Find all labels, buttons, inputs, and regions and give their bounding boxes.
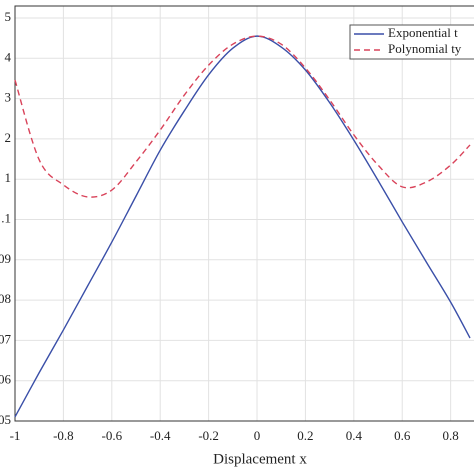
legend-box bbox=[349, 24, 474, 60]
y-tick-label: 4 bbox=[5, 49, 12, 64]
x-tick-label: -1 bbox=[10, 428, 21, 443]
x-tick-label: -0.6 bbox=[102, 428, 123, 443]
y-tick-label: 05 bbox=[0, 412, 11, 427]
x-tick-label: -0.8 bbox=[53, 428, 74, 443]
x-tick-label: 0.6 bbox=[394, 428, 411, 443]
series-line bbox=[14, 35, 471, 418]
y-tick-label: 08 bbox=[0, 291, 11, 306]
y-tick-label: .1 bbox=[1, 210, 11, 225]
y-tick-label: 06 bbox=[0, 372, 12, 387]
y-tick-label: 3 bbox=[5, 90, 12, 105]
x-tick-label: 0.4 bbox=[346, 428, 363, 443]
plot-frame bbox=[14, 5, 474, 422]
y-tick-label: 5 bbox=[5, 9, 12, 24]
series-line bbox=[14, 35, 471, 198]
legend-label: Polynomial ty bbox=[388, 41, 462, 56]
x-axis-label: Displacement x bbox=[213, 451, 307, 467]
y-tick-label: 09 bbox=[0, 251, 11, 266]
y-tick-label: 2 bbox=[5, 130, 12, 145]
y-tick-label: 1 bbox=[5, 170, 12, 185]
legend-label: Exponential t bbox=[388, 25, 458, 40]
x-tick-label: -0.4 bbox=[150, 428, 171, 443]
x-tick-label: 0.2 bbox=[297, 428, 313, 443]
x-tick-label: -0.2 bbox=[198, 428, 219, 443]
x-tick-label: 0 bbox=[254, 428, 261, 443]
x-tick-label: 0.8 bbox=[443, 428, 459, 443]
y-tick-label: 07 bbox=[0, 331, 12, 346]
